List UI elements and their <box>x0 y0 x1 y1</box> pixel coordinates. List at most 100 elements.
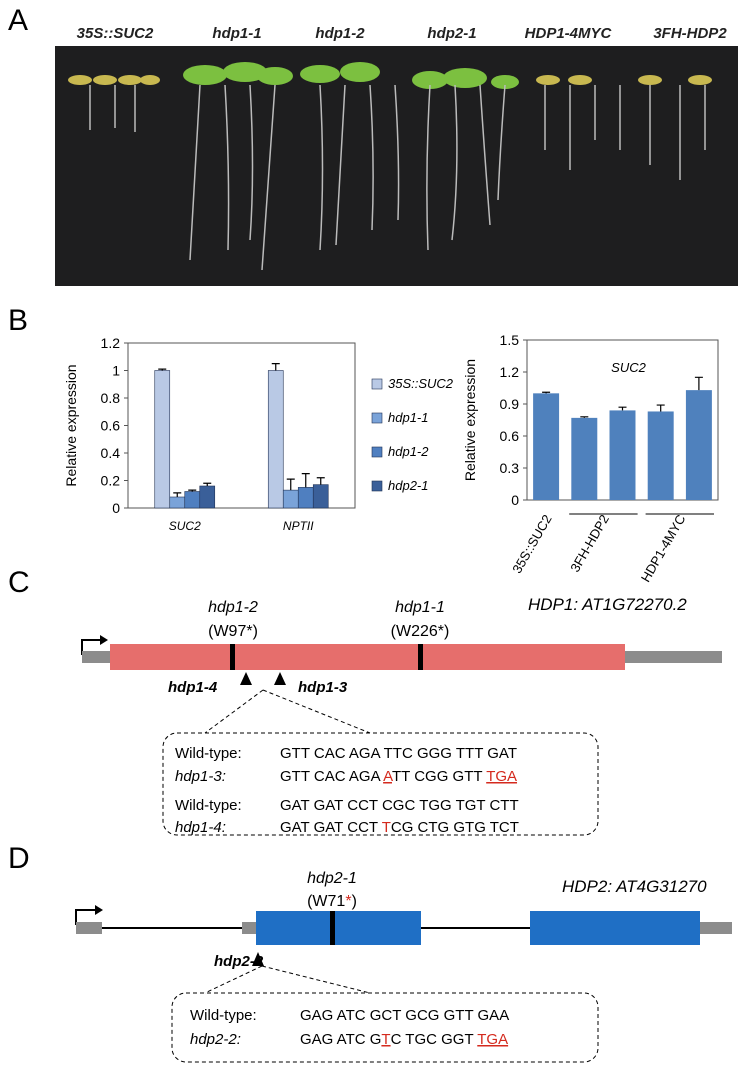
chart-title: SUC2 <box>611 360 646 375</box>
photo-label: HDP1-4MYC <box>525 25 613 42</box>
sequence: GTT CAC AGA TTC GGG TTT GAT <box>280 745 517 762</box>
y-tick-label: 0 <box>511 492 519 508</box>
bar <box>282 489 299 509</box>
bar <box>571 417 598 500</box>
seq-part: GTT CAC AGA TTC GGG TTT GAT <box>280 745 517 762</box>
gene-title: HDP2: AT4G31270 <box>562 877 707 896</box>
seq-part: TGA <box>477 1031 508 1048</box>
row-label: hdp2-2: <box>190 1031 241 1048</box>
seedling-photo <box>55 46 738 286</box>
y-tick-label: 1.2 <box>101 335 121 351</box>
seq-part: GAT GAT CCT <box>280 819 382 836</box>
error-bar <box>656 404 665 412</box>
legend-label: 35S::SUC2 <box>388 376 454 391</box>
effect-part: * <box>345 893 351 910</box>
error-bar <box>694 376 703 391</box>
error-bar <box>301 473 310 488</box>
seq-part: TGA <box>486 768 517 785</box>
y-tick-label: 1 <box>112 363 120 379</box>
seq-part: T <box>381 1031 390 1048</box>
legend-swatch <box>371 412 383 424</box>
y-axis-label: Relative expression <box>63 364 79 486</box>
y-tick-label: 0.6 <box>101 418 121 434</box>
panel-label: B <box>8 304 28 337</box>
legend-label: hdp1-1 <box>388 410 428 425</box>
error-bar <box>271 363 280 371</box>
x-tick-label: 35S::SUC2 <box>509 512 555 576</box>
error-bar <box>316 477 325 485</box>
gene-model <box>75 905 732 1063</box>
photo-label: 35S::SUC2 <box>77 25 154 42</box>
bar <box>647 411 674 500</box>
seq-part: C TGC GGT <box>391 1031 478 1048</box>
bar <box>609 410 636 500</box>
y-tick-label: 0.8 <box>101 390 121 406</box>
effect-part: (W97*) <box>208 623 258 640</box>
panel-label: A <box>8 4 28 37</box>
seq-part: CG CTG GTG TCT <box>391 819 519 836</box>
row-label: hdp1-4: <box>175 819 226 836</box>
error-bar <box>618 406 627 411</box>
seq-part: GAT GAT CCT CGC TGG TGT CTT <box>280 797 519 814</box>
x-tick-label: SUC2 <box>169 519 201 533</box>
seq-part: T <box>382 819 391 836</box>
bar <box>267 370 284 509</box>
panel-label: C <box>8 566 30 599</box>
y-tick-label: 0.3 <box>500 460 520 476</box>
sequence: GAG ATC GTC TGC GGT TGA <box>300 1031 508 1048</box>
photo-label: hdp2-1 <box>427 25 476 42</box>
row-label: Wild-type: <box>175 745 242 762</box>
error-bar <box>173 492 182 497</box>
y-tick-label: 0.6 <box>500 428 520 444</box>
mutation-effect: (W226*) <box>391 623 450 640</box>
bar <box>169 496 186 509</box>
bar <box>533 393 560 500</box>
error-bar <box>158 368 167 371</box>
bar <box>199 485 216 509</box>
row-label: hdp1-3: <box>175 768 226 785</box>
photo-label: hdp1-1 <box>212 25 261 42</box>
y-axis-label: Relative expression <box>462 359 478 481</box>
mutation-name: hdp1-1 <box>395 599 445 616</box>
legend-label: hdp2-1 <box>388 478 428 493</box>
y-tick-label: 1.5 <box>500 332 520 348</box>
x-tick-label: 3FH-HDP2 <box>567 512 612 575</box>
seq-part: A <box>383 768 393 785</box>
bar <box>154 370 171 509</box>
error-bar <box>542 391 551 394</box>
sequence: GAT GAT CCT TCG CTG GTG TCT <box>280 819 519 836</box>
error-bar <box>580 416 589 418</box>
gene-model <box>81 635 722 836</box>
allele-label: hdp1-4 <box>168 679 218 696</box>
y-tick-label: 0.9 <box>500 396 520 412</box>
error-bar <box>188 489 197 492</box>
y-tick-label: 0 <box>112 500 120 516</box>
row-label: Wild-type: <box>190 1007 257 1024</box>
legend-swatch <box>371 446 383 458</box>
effect-part: (W71 <box>307 893 345 910</box>
x-tick-label: NPTII <box>283 519 314 533</box>
photo-label: 3FH-HDP2 <box>653 25 727 42</box>
allele-label: hdp1-3 <box>298 679 348 696</box>
x-tick-label: HDP1-4MYC <box>638 512 689 585</box>
legend-swatch <box>371 378 383 390</box>
error-bar <box>286 478 295 491</box>
photo-label: hdp1-2 <box>315 25 365 42</box>
error-bar <box>203 482 212 486</box>
allele-label: hdp2-2 <box>214 953 264 970</box>
sequence: GTT CAC AGA ATT CGG GTT TGA <box>280 768 517 785</box>
legend-swatch <box>371 480 383 492</box>
mutation-effect: (W71*) <box>307 893 357 910</box>
row-label: Wild-type: <box>175 797 242 814</box>
effect-part: (W226*) <box>391 623 450 640</box>
gene-title: HDP1: AT1G72270.2 <box>528 595 687 614</box>
mutation-name: hdp1-2 <box>208 599 258 616</box>
seq-part: GAG ATC G <box>300 1031 381 1048</box>
mutation-name: hdp2-1 <box>307 870 357 887</box>
bar <box>184 491 201 509</box>
panel-label: D <box>8 842 30 875</box>
seq-part: GTT CAC AGA <box>280 768 383 785</box>
bar <box>685 390 712 500</box>
y-tick-label: 0.4 <box>101 445 121 461</box>
